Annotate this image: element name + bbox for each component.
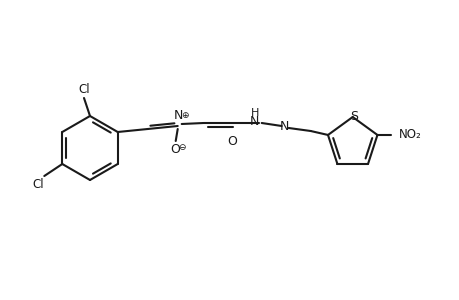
Text: Cl: Cl bbox=[78, 82, 90, 95]
Text: ⊖: ⊖ bbox=[178, 142, 185, 152]
Text: O: O bbox=[169, 142, 179, 155]
Text: S: S bbox=[349, 110, 357, 122]
Text: H: H bbox=[250, 108, 258, 118]
Text: O: O bbox=[226, 134, 236, 148]
Text: N: N bbox=[250, 115, 259, 128]
Text: Cl: Cl bbox=[33, 178, 44, 190]
Text: N: N bbox=[280, 119, 289, 133]
Text: ⊕: ⊕ bbox=[180, 110, 188, 119]
Text: N: N bbox=[174, 109, 183, 122]
Text: NO₂: NO₂ bbox=[398, 128, 421, 142]
